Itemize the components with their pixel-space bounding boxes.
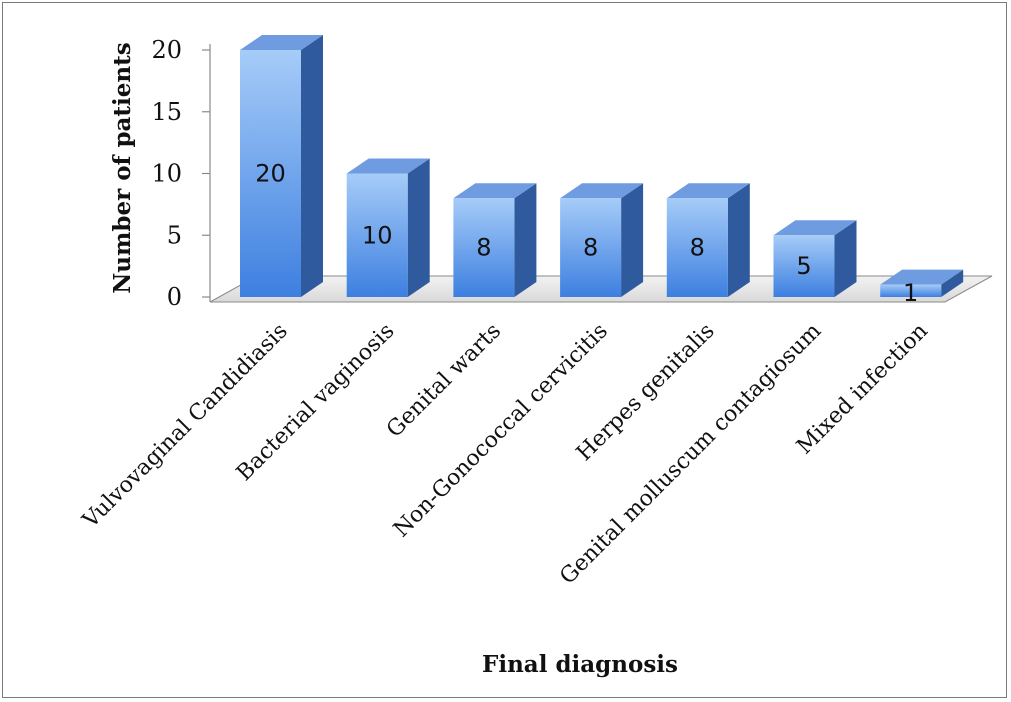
bar-side <box>301 35 323 297</box>
bar: 5 <box>773 220 857 297</box>
bar-top <box>560 183 644 199</box>
bar: 1 <box>880 269 964 307</box>
bar-side <box>834 220 857 297</box>
category-label: Genital warts <box>382 319 506 443</box>
bar-front <box>666 198 728 297</box>
bar: 20 <box>240 35 323 297</box>
bar-top <box>773 220 857 236</box>
bar-value-label: 8 <box>690 234 705 262</box>
bar: 8 <box>453 183 537 297</box>
bar: 8 <box>560 183 644 297</box>
bar-side <box>941 269 964 297</box>
bar-top <box>880 269 964 285</box>
y-tick-label: 20 <box>151 36 182 64</box>
bar-front <box>240 50 301 297</box>
bars: 20 10 8 8 8 5 1 <box>240 35 964 307</box>
bar-front <box>773 235 835 297</box>
bar-value-label: 5 <box>796 252 811 280</box>
bar-side <box>621 183 644 297</box>
y-tick-label: 5 <box>167 221 182 249</box>
bar-value-label: 10 <box>362 221 393 249</box>
x-axis-title: Final diagnosis <box>482 651 678 678</box>
bar-value-label: 1 <box>903 279 918 307</box>
bar-side <box>727 183 750 297</box>
bar-top <box>453 183 537 199</box>
category-label: Vulvovaginal Candidiasis <box>77 319 292 534</box>
bar-top <box>666 183 750 199</box>
bar-side <box>407 158 430 297</box>
y-tick-label: 15 <box>151 98 182 126</box>
y-tick-label: 10 <box>151 160 182 188</box>
bar: 10 <box>346 158 430 297</box>
bar-front <box>880 284 942 297</box>
y-axis: 0 5 10 15 20 <box>151 36 211 311</box>
y-tick-label: 0 <box>167 283 182 311</box>
bar: 8 <box>666 183 750 297</box>
bar-value-label: 8 <box>583 234 598 262</box>
bar-value-label: 8 <box>476 234 491 262</box>
bar-front <box>453 198 515 297</box>
category-label: Non-Gonococcal cervicitis <box>389 319 613 543</box>
bar-top <box>240 35 323 50</box>
bar-front <box>346 173 408 297</box>
bar-side <box>514 183 537 297</box>
bar-front <box>560 198 622 297</box>
bar-value-label: 20 <box>255 160 286 188</box>
y-axis-title: Number of patients <box>109 42 136 293</box>
bar-top <box>346 158 430 174</box>
